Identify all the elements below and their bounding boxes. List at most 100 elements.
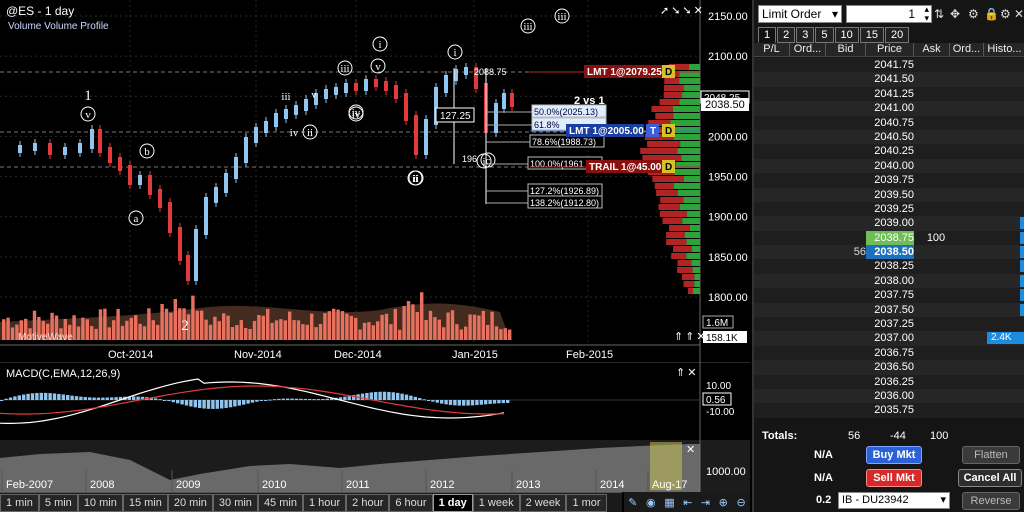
price-ladder[interactable]: 2041.75 2041.50 2041.25 2041.00 2040.75 2040.… bbox=[754, 58, 1024, 418]
ladder-price[interactable]: 2038.75 bbox=[866, 230, 914, 245]
depth-tab[interactable]: 2 bbox=[777, 27, 796, 43]
ladder-row[interactable]: 2041.75 bbox=[754, 58, 1024, 73]
column-header[interactable]: Bid bbox=[826, 43, 866, 56]
depth-tab[interactable]: 5 bbox=[815, 27, 834, 43]
ladder-row[interactable]: 2039.50 bbox=[754, 187, 1024, 202]
column-header[interactable]: Price bbox=[866, 43, 914, 56]
lock-icon[interactable]: 🔒 bbox=[984, 7, 999, 21]
cancel-all-button[interactable]: Cancel All bbox=[958, 469, 1022, 487]
spinner-icon[interactable]: ▴ ▾ bbox=[924, 4, 929, 23]
depth-tab[interactable]: 15 bbox=[859, 27, 884, 43]
ladder-row[interactable]: 2039.25 bbox=[754, 201, 1024, 217]
ladder-row[interactable]: 2036.50 bbox=[754, 360, 1024, 375]
ladder-row[interactable]: 2035.75 bbox=[754, 403, 1024, 418]
ladder-row[interactable]: 2040.00 bbox=[754, 158, 1024, 174]
depth-tab[interactable]: 20 bbox=[885, 27, 910, 43]
ladder-row[interactable]: 2040.50 bbox=[754, 129, 1024, 145]
timeframe-button[interactable]: 5 min bbox=[38, 494, 78, 512]
ladder-row[interactable]: 2038.75 100 bbox=[754, 230, 1024, 246]
ladder-row[interactable]: 2041.00 bbox=[754, 101, 1024, 116]
column-header[interactable]: Ord... bbox=[790, 43, 826, 56]
timeframe-button[interactable]: 45 min bbox=[257, 494, 303, 512]
zoom-in-icon[interactable]: ⊕ bbox=[718, 496, 728, 509]
ladder-price[interactable]: 2039.50 bbox=[874, 188, 914, 201]
ladder-row[interactable]: 2040.25 bbox=[754, 144, 1024, 159]
ladder-row[interactable]: 2039.75 bbox=[754, 173, 1024, 188]
timeframe-button[interactable]: 1 day bbox=[432, 494, 473, 512]
zoom-out-icon[interactable]: ⊖ bbox=[736, 496, 746, 509]
ladder-price[interactable]: 2035.75 bbox=[874, 404, 914, 417]
target-icon[interactable]: ✥ bbox=[950, 7, 961, 21]
ladder-price[interactable]: 2040.50 bbox=[874, 130, 914, 143]
ladder-price[interactable]: 2041.50 bbox=[874, 73, 914, 86]
flatten-button[interactable]: Flatten bbox=[962, 446, 1020, 464]
timeframe-button[interactable]: 10 min bbox=[77, 494, 123, 512]
ladder-price[interactable]: 2037.00 bbox=[874, 332, 914, 345]
ladder-price[interactable]: 2036.25 bbox=[874, 375, 914, 388]
ladder-row[interactable]: 2037.25 bbox=[754, 317, 1024, 332]
ladder-row[interactable]: 2041.25 bbox=[754, 86, 1024, 102]
grid-icon[interactable]: ▦ bbox=[664, 496, 675, 509]
navigator-chart[interactable]: Feb-2007 2008 2009 2010 2011 2012 2013 2014 Aug-… bbox=[0, 440, 750, 492]
column-header[interactable]: Histo... bbox=[984, 43, 1024, 56]
depth-tab[interactable]: 1 bbox=[758, 27, 777, 43]
timeframe-button[interactable]: 1 hour bbox=[302, 494, 347, 512]
ladder-price[interactable]: 2038.50 bbox=[866, 245, 914, 260]
ladder-row[interactable]: 2037.75 bbox=[754, 288, 1024, 303]
ladder-price[interactable]: 2037.50 bbox=[874, 303, 914, 316]
reverse-button[interactable]: Reverse bbox=[962, 492, 1020, 510]
ladder-price[interactable]: 2036.50 bbox=[874, 361, 914, 374]
ladder-price[interactable]: 2038.00 bbox=[874, 274, 914, 287]
gear-icon[interactable]: ⚙ bbox=[1000, 7, 1011, 21]
account-select[interactable]: IB - DU23942 ▾ bbox=[838, 492, 950, 509]
ladder-row[interactable]: 2037.50 bbox=[754, 302, 1024, 318]
ladder-row[interactable]: 2038.00 bbox=[754, 273, 1024, 289]
timeframe-button[interactable]: 1 mor bbox=[566, 494, 607, 512]
ladder-row[interactable]: 2036.25 bbox=[754, 374, 1024, 389]
ladder-row[interactable]: 2041.50 bbox=[754, 72, 1024, 87]
ladder-price[interactable]: 2040.00 bbox=[874, 159, 914, 172]
timeframe-button[interactable]: 30 min bbox=[212, 494, 258, 512]
buy-mkt-button[interactable]: Buy Mkt bbox=[866, 446, 922, 464]
ladder-price[interactable]: 2039.00 bbox=[874, 217, 914, 230]
arrows-icon[interactable]: ⇅ bbox=[934, 7, 945, 21]
quantity-field[interactable]: 1 ▴ ▾ bbox=[846, 5, 932, 23]
fit-right-icon[interactable]: ⇥ bbox=[700, 496, 711, 509]
ladder-row[interactable]: 2039.00 bbox=[754, 216, 1024, 231]
column-header[interactable]: Ask bbox=[914, 43, 950, 56]
ladder-price[interactable]: 2036.75 bbox=[874, 346, 914, 359]
ladder-row[interactable]: 2038.50 56 bbox=[754, 245, 1024, 260]
chart-panel[interactable]: 2150.002100.002050.002000.001950.001900.… bbox=[0, 0, 750, 512]
timeframe-button[interactable]: 1 week bbox=[472, 494, 520, 512]
close-icon[interactable]: ✕ bbox=[1014, 7, 1024, 21]
ladder-ask-size[interactable]: 100 bbox=[926, 231, 946, 244]
depth-tab[interactable]: 10 bbox=[834, 27, 859, 43]
order-type-select[interactable]: Limit Order ▾ bbox=[758, 5, 842, 23]
depth-tab[interactable]: 3 bbox=[796, 27, 815, 43]
ladder-price[interactable]: 2037.75 bbox=[874, 289, 914, 302]
ladder-row[interactable]: 2040.75 bbox=[754, 115, 1024, 130]
ladder-price[interactable]: 2039.25 bbox=[874, 202, 914, 215]
timeframe-button[interactable]: 6 hour bbox=[389, 494, 433, 512]
timeframe-button[interactable]: 2 week bbox=[519, 494, 567, 512]
scroll-arrows-icon[interactable]: ⇑⇑✕ bbox=[674, 331, 708, 343]
settings-icon[interactable]: ⚙ bbox=[968, 7, 979, 21]
timeframe-button[interactable]: 20 min bbox=[167, 494, 213, 512]
sell-mkt-button[interactable]: Sell Mkt bbox=[866, 469, 922, 487]
column-header[interactable]: Ord... bbox=[950, 43, 984, 56]
ladder-row[interactable]: 2037.00 2.4K bbox=[754, 331, 1024, 346]
ladder-price[interactable]: 2038.25 bbox=[874, 260, 914, 273]
ladder-price[interactable]: 2041.25 bbox=[874, 87, 914, 100]
ladder-price[interactable]: 2040.25 bbox=[874, 145, 914, 158]
draw-icon[interactable]: ✎ bbox=[628, 496, 638, 509]
ladder-row[interactable]: 2036.00 bbox=[754, 388, 1024, 404]
timeframe-button[interactable]: 2 hour bbox=[346, 494, 390, 512]
ladder-bid-size[interactable]: 56 bbox=[853, 246, 866, 259]
ladder-row[interactable]: 2036.75 bbox=[754, 345, 1024, 361]
ladder-price[interactable]: 2036.00 bbox=[874, 389, 914, 402]
macd-arrows-icon[interactable]: ⇑✕ bbox=[676, 367, 699, 379]
column-header[interactable]: P/L bbox=[754, 43, 790, 56]
ladder-price[interactable]: 2041.00 bbox=[874, 102, 914, 115]
nav-close-icon[interactable]: ✕ bbox=[686, 444, 698, 456]
ladder-row[interactable]: 2038.25 bbox=[754, 259, 1024, 274]
